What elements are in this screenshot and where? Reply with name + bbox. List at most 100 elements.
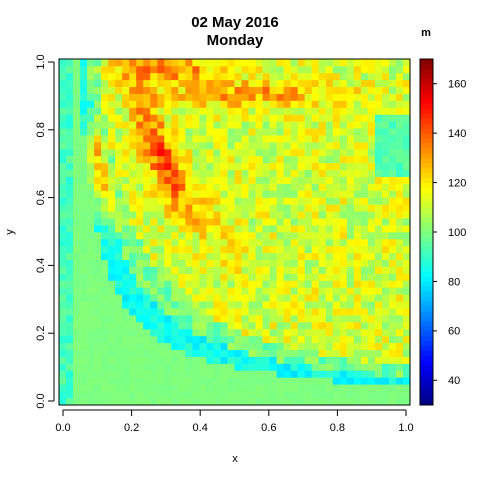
heatmap-cell — [87, 93, 95, 101]
heatmap-cell — [66, 211, 74, 219]
heatmap-cell — [143, 148, 151, 157]
heatmap-cell — [143, 315, 151, 323]
heatmap-cell — [248, 148, 256, 157]
heatmap-cell — [339, 328, 348, 337]
heatmap-cell — [80, 287, 88, 295]
heatmap-cell — [73, 169, 81, 177]
heatmap-cell — [346, 398, 355, 406]
heatmap-cell — [227, 176, 235, 184]
heatmap-cell — [269, 280, 277, 288]
heatmap-cell — [73, 342, 81, 350]
heatmap-cell — [276, 370, 284, 378]
heatmap-cell — [192, 356, 200, 364]
heatmap-cell — [192, 86, 200, 94]
heatmap-cell — [199, 155, 207, 164]
heatmap-cell — [248, 273, 256, 281]
heatmap-cell — [59, 204, 67, 212]
heatmap-cell — [255, 301, 263, 309]
heatmap-cell — [108, 398, 116, 406]
heatmap-cell — [66, 72, 74, 81]
heatmap-cell — [136, 176, 144, 184]
heatmap-cell — [220, 294, 228, 302]
heatmap-cell — [192, 211, 200, 219]
heatmap-cell — [283, 342, 292, 350]
heatmap-cell — [115, 128, 123, 136]
heatmap-cell — [332, 342, 341, 350]
heatmap-cell — [66, 148, 74, 157]
heatmap-cell — [150, 301, 158, 309]
heatmap-cell — [129, 349, 137, 357]
heatmap-cell — [297, 377, 306, 385]
heatmap-cell — [220, 342, 228, 350]
heatmap-cell — [94, 273, 102, 281]
heatmap-cell — [220, 211, 228, 219]
heatmap-cell — [276, 121, 284, 129]
heatmap-cell — [59, 190, 67, 198]
heatmap-cell — [206, 169, 214, 177]
heatmap-cell — [388, 107, 397, 115]
heatmap-cell — [220, 72, 228, 81]
heatmap-cell — [353, 252, 362, 261]
heatmap-cell — [255, 391, 263, 399]
heatmap-cell — [227, 65, 235, 74]
heatmap-cell — [108, 204, 116, 212]
heatmap-cell — [318, 301, 327, 309]
heatmap-cell — [192, 190, 200, 198]
heatmap-cell — [304, 100, 313, 108]
heatmap-cell — [276, 162, 284, 171]
heatmap-cell — [395, 377, 404, 385]
heatmap-cell — [220, 273, 228, 281]
heatmap-cell — [59, 59, 67, 67]
heatmap-cell — [80, 211, 88, 219]
heatmap-cell — [122, 148, 130, 157]
heatmap-cell — [157, 197, 165, 205]
heatmap-cell — [220, 245, 228, 254]
heatmap-cell — [115, 384, 123, 392]
heatmap-cell — [150, 176, 158, 184]
heatmap-cell — [311, 252, 320, 261]
heatmap-cell — [220, 148, 228, 157]
heatmap-cell — [115, 252, 123, 261]
heatmap-cell — [157, 59, 165, 67]
heatmap-cell — [374, 280, 383, 288]
heatmap-cell — [248, 259, 256, 267]
heatmap-cell — [87, 59, 95, 67]
heatmap-cell — [129, 128, 137, 136]
heatmap-cell — [220, 391, 228, 399]
heatmap-cell — [129, 335, 137, 344]
heatmap-cell — [241, 59, 249, 67]
heatmap-cell — [115, 114, 123, 122]
heatmap-cell — [227, 93, 235, 101]
heatmap-cell — [87, 218, 95, 226]
heatmap-cell — [87, 148, 95, 157]
heatmap-cell — [353, 155, 362, 164]
heatmap-cell — [129, 321, 137, 330]
heatmap-cell — [220, 266, 228, 274]
heatmap-cell — [262, 128, 270, 136]
heatmap-cell — [402, 121, 411, 129]
heatmap-cell — [332, 315, 341, 323]
heatmap-cell — [304, 72, 313, 81]
heatmap-cell — [157, 65, 165, 74]
heatmap-cell — [122, 377, 130, 385]
heatmap-cell — [395, 342, 404, 350]
heatmap-cell — [353, 245, 362, 254]
heatmap-cell — [353, 232, 362, 240]
heatmap-cell — [213, 391, 221, 399]
heatmap-cell — [206, 86, 214, 94]
heatmap-cell — [290, 162, 299, 171]
heatmap-cell — [311, 356, 320, 364]
heatmap-cell — [248, 155, 256, 164]
heatmap-cell — [157, 225, 165, 233]
heatmap-cell — [206, 328, 214, 337]
heatmap-cell — [143, 321, 151, 330]
heatmap-cell — [122, 273, 130, 281]
heatmap-cell — [192, 176, 200, 184]
heatmap-cell — [353, 349, 362, 357]
heatmap-cell — [332, 384, 341, 392]
heatmap-cell — [297, 294, 306, 302]
heatmap-cell — [276, 349, 284, 357]
heatmap-cell — [192, 218, 200, 226]
heatmap-cell — [241, 197, 249, 205]
heatmap-cell — [318, 225, 327, 233]
